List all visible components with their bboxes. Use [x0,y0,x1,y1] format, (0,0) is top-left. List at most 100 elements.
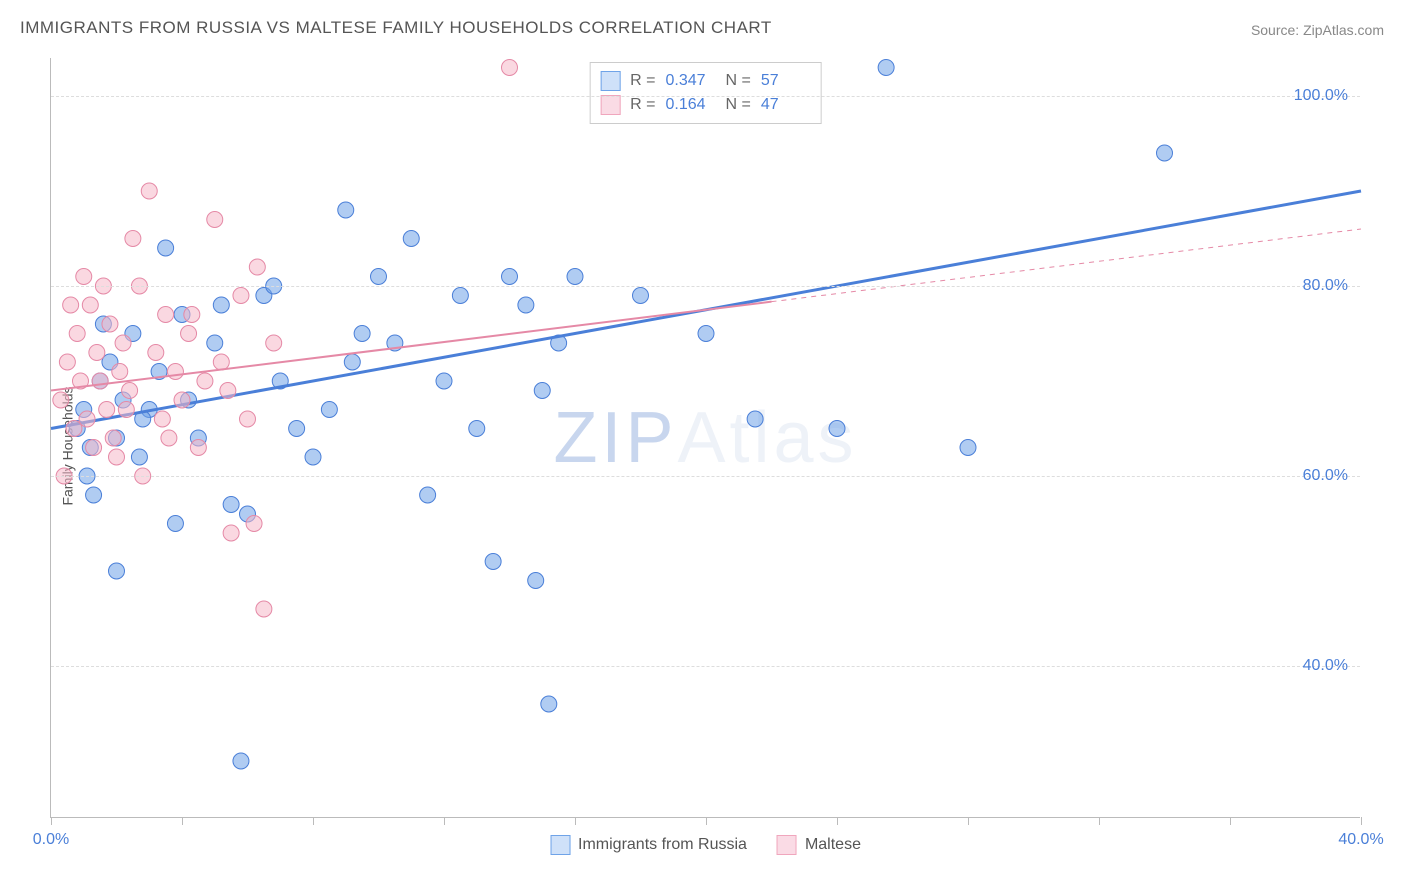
data-point [86,487,102,503]
data-point [109,563,125,579]
stat-r-label: R = [630,72,655,90]
stat-r-value: 0.347 [666,72,716,90]
x-tick [968,817,969,825]
data-point [174,392,190,408]
data-point [344,354,360,370]
data-point [197,373,213,389]
data-point [167,516,183,532]
stat-r-label: R = [630,96,655,114]
data-point [223,525,239,541]
data-point [158,240,174,256]
data-point [829,421,845,437]
trend-line-extrapolated [772,229,1362,302]
data-point [161,430,177,446]
data-point [878,60,894,76]
data-point [371,269,387,285]
data-point [69,326,85,342]
gridline [51,286,1360,287]
data-point [420,487,436,503]
data-point [220,383,236,399]
gridline [51,476,1360,477]
y-tick-label: 100.0% [1294,87,1348,105]
x-tick-label: 40.0% [1338,831,1383,849]
data-point [338,202,354,218]
data-point [266,335,282,351]
legend-item: Maltese [777,835,861,855]
data-point [99,402,115,418]
data-point [960,440,976,456]
data-point [233,288,249,304]
stat-r-value: 0.164 [666,96,716,114]
data-point [181,326,197,342]
data-point [184,307,200,323]
legend-swatch [777,835,797,855]
stat-n-value: 57 [761,72,811,90]
x-tick [51,817,52,825]
data-point [115,335,131,351]
data-point [256,601,272,617]
x-tick [1099,817,1100,825]
data-point [92,373,108,389]
data-point [518,297,534,313]
data-point [76,269,92,285]
data-point [118,402,134,418]
data-point [105,430,121,446]
x-tick [444,817,445,825]
chart-title: IMMIGRANTS FROM RUSSIA VS MALTESE FAMILY… [20,18,772,38]
y-tick-label: 80.0% [1303,277,1348,295]
data-point [141,183,157,199]
data-point [469,421,485,437]
legend-stats-row: R =0.347N =57 [600,69,811,93]
stat-n-label: N = [726,96,751,114]
gridline [51,666,1360,667]
legend-label: Immigrants from Russia [578,836,747,854]
data-point [158,307,174,323]
data-point [63,297,79,313]
y-tick-label: 40.0% [1303,657,1348,675]
legend-swatch [600,95,620,115]
data-point [698,326,714,342]
data-point [633,288,649,304]
data-point [305,449,321,465]
data-point [154,411,170,427]
data-point [213,297,229,313]
x-tick [1230,817,1231,825]
data-point [89,345,105,361]
data-point [541,696,557,712]
data-point [240,411,256,427]
data-point [190,440,206,456]
legend-swatch [550,835,570,855]
data-point [567,269,583,285]
gridline [51,96,1360,97]
data-point [233,753,249,769]
data-point [79,411,95,427]
data-point [207,335,223,351]
data-point [125,231,141,247]
data-point [502,60,518,76]
data-point [148,345,164,361]
data-point [403,231,419,247]
legend-swatch [600,71,620,91]
correlation-legend: R =0.347N =57R =0.164N =47 [589,62,822,124]
data-point [502,269,518,285]
data-point [354,326,370,342]
legend-label: Maltese [805,836,861,854]
x-tick [313,817,314,825]
stat-n-value: 47 [761,96,811,114]
data-point [122,383,138,399]
x-tick [182,817,183,825]
x-tick [837,817,838,825]
data-point [436,373,452,389]
data-point [109,449,125,465]
data-point [86,440,102,456]
data-point [112,364,128,380]
data-point [747,411,763,427]
data-point [223,497,239,513]
plot-svg [51,58,1360,817]
data-point [53,392,69,408]
data-point [167,364,183,380]
data-point [289,421,305,437]
x-tick [706,817,707,825]
x-tick [575,817,576,825]
data-point [528,573,544,589]
